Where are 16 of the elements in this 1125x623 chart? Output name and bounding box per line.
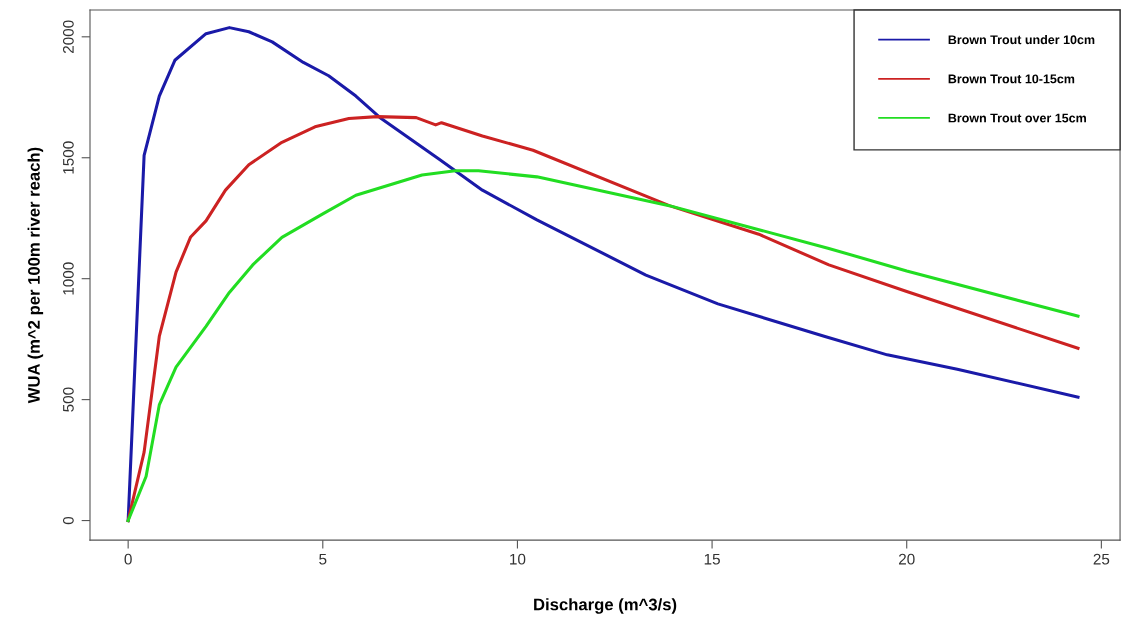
y-tick-label: 2000 — [62, 20, 74, 54]
x-axis-title: Discharge (m^3/s) — [534, 598, 677, 614]
x-tick-label: 20 — [898, 553, 915, 565]
y-tick-label: 1500 — [62, 141, 74, 174]
legend-label: Brown Trout under 10cm — [948, 34, 1095, 45]
x-tick-label: 25 — [1093, 553, 1110, 565]
x-tick-label: 0 — [124, 553, 132, 565]
x-tick-label: 10 — [510, 553, 526, 565]
legend-label: Brown Trout over 15cm — [948, 113, 1086, 123]
y-axis-title: WUA (m^2 per 100m river reach) — [27, 147, 44, 404]
x-tick-label: 15 — [704, 553, 720, 565]
y-tick-label: 500 — [62, 387, 74, 412]
y-tick-label: 0 — [62, 516, 74, 525]
y-tick-label: 1000 — [62, 262, 74, 295]
legend-label: Brown Trout 10-15cm — [948, 74, 1075, 84]
x-tick-label: 5 — [319, 553, 327, 565]
